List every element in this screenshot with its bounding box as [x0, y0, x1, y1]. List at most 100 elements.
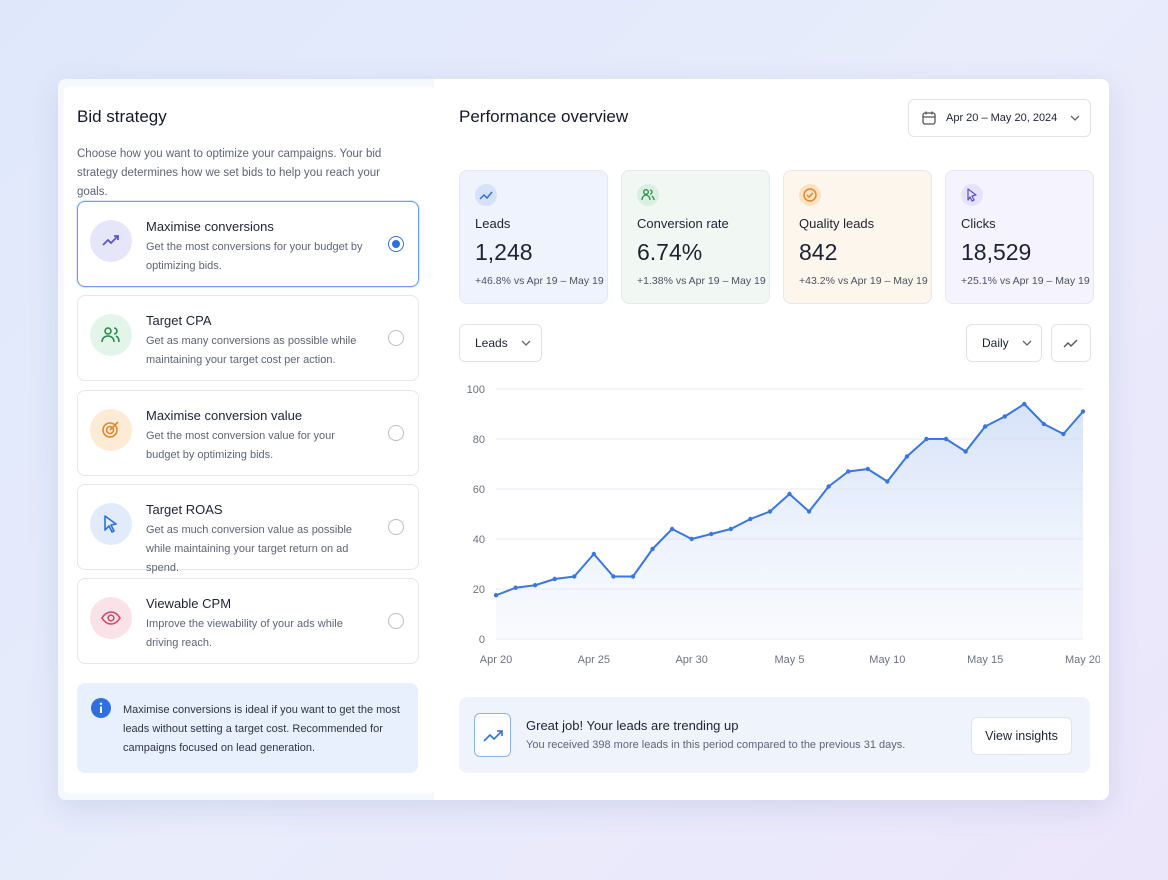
option-title: Viewable CPM [146, 596, 232, 612]
point [826, 484, 831, 489]
point [806, 509, 812, 514]
option-icon [90, 220, 132, 262]
y-tick-label: 40 [473, 534, 485, 546]
point [885, 479, 890, 484]
kpi-label: Leads [475, 216, 511, 231]
kpi-label: Quality leads [799, 216, 875, 231]
kpi-icon [475, 184, 497, 206]
point [1041, 421, 1047, 427]
kpi-change: +43.2% vs Apr 19 – May 19 [799, 275, 928, 287]
strategy-option[interactable]: Target CPA Get as many conversions as po… [77, 295, 419, 382]
point [728, 526, 733, 532]
date-range: Apr 20 – May 20, 2024 [946, 112, 1058, 124]
point [572, 574, 577, 579]
kpi-value: 6.74% [637, 239, 703, 265]
point [669, 526, 675, 532]
kpi-value: 842 [799, 239, 838, 265]
point [591, 551, 597, 557]
point [846, 469, 851, 474]
point [904, 454, 910, 459]
point [611, 574, 616, 579]
insight-title: Great job! Your leads are trending up [526, 718, 739, 733]
point [1061, 431, 1066, 437]
leads-chart: 0 20 40 60 80 100 Apr 20 Apr 25 Apr 30 May 5 May 1… [467, 384, 1100, 666]
kpi-value: 18,529 [961, 239, 1032, 265]
info-text: Maximise conversions is ideal if you wan… [123, 704, 400, 754]
x-tick-label: May 5 [775, 654, 805, 666]
kpi-change: +25.1% vs Apr 19 – May 19 [961, 275, 1090, 287]
x-tick-label: May 20 [1065, 654, 1100, 666]
option-title: Target CPA [146, 313, 212, 329]
x-tick-label: May 10 [869, 654, 905, 666]
insight-box: Great job! Your leads are trending up Yo… [459, 697, 1090, 773]
strategy-option[interactable]: Viewable CPM Improve the viewability of … [77, 578, 419, 665]
option-description: Get the most conversions for your budget… [146, 241, 363, 272]
y-tick-label: 0 [479, 634, 485, 646]
option-description: Get the most conversion value for your b… [146, 429, 335, 461]
option-description: Get as many conversions as possible whil… [146, 335, 357, 367]
kpi-card: Clicks 18,529 +25.1% vs Apr 19 – May 19 [945, 170, 1094, 304]
x-tick-label: Apr 30 [675, 654, 707, 666]
kpi-label: Conversion rate [637, 216, 729, 231]
point [865, 466, 870, 472]
metric-select[interactable]: Leads [459, 324, 542, 362]
kpi-change: +46.8% vs Apr 19 – May 19 [475, 275, 604, 287]
point [532, 583, 538, 588]
point [493, 593, 499, 598]
point [630, 574, 636, 579]
x-tick-label: Apr 20 [480, 654, 512, 666]
chevron [1070, 115, 1080, 121]
radio-button[interactable] [388, 330, 404, 347]
panel-title: Bid strategy [77, 107, 167, 126]
point [1002, 414, 1007, 419]
point [709, 531, 714, 537]
point [552, 576, 557, 582]
point [982, 424, 988, 429]
period-label: Daily [982, 336, 1009, 350]
point [1022, 401, 1027, 407]
overview-title: Performance overview [459, 107, 629, 126]
radio-button[interactable] [388, 424, 404, 441]
date-range-picker[interactable]: Apr 20 – May 20, 2024 [908, 99, 1091, 137]
insight-text: You received 398 more leads in this peri… [526, 739, 906, 751]
chart-type-button[interactable] [1051, 324, 1091, 362]
point [748, 516, 753, 522]
point [943, 436, 949, 442]
calendar-icon [922, 111, 936, 125]
period-select[interactable]: Daily [966, 324, 1042, 362]
strategy-option[interactable]: Maximise conversion value Get the most c… [77, 389, 419, 476]
point [787, 491, 792, 497]
kpi-change: +1.38% vs Apr 19 – May 19 [637, 275, 766, 287]
y-tick-label: 60 [473, 484, 485, 496]
point [924, 436, 929, 442]
radio-button[interactable] [388, 613, 404, 630]
kpi-card: Quality leads 842 +43.2% vs Apr 19 – May… [783, 170, 932, 304]
info-box: Maximise conversions is ideal if you wan… [77, 683, 418, 773]
view-insights-button[interactable]: View insights [971, 717, 1072, 755]
point [689, 536, 694, 542]
chevron [1022, 340, 1032, 346]
radio-button[interactable] [388, 518, 404, 535]
option-icon [90, 597, 132, 640]
info-icon [91, 698, 111, 718]
option-title: Target ROAS [146, 501, 223, 517]
kpi-card: Conversion rate 6.74% +1.38% vs Apr 19 –… [621, 170, 770, 304]
kpi-card: Leads 1,248 +46.8% vs Apr 19 – May 19 [459, 170, 608, 304]
x-tick-label: May 15 [967, 654, 1003, 666]
option-title: Maximise conversions [146, 219, 274, 234]
strategy-option[interactable]: Target ROAS Get as much conversion value… [77, 483, 419, 574]
option-description: Get as much conversion value as possible… [146, 523, 353, 574]
point [767, 509, 773, 514]
point [1080, 409, 1086, 414]
point [650, 546, 655, 552]
kpi-icon [799, 184, 821, 206]
insight-icon [474, 713, 511, 757]
point [513, 585, 518, 590]
option-icon [90, 314, 132, 357]
y-tick-label: 20 [473, 584, 485, 596]
option-title: Maximise conversion value [146, 407, 303, 423]
radio-button[interactable] [388, 236, 404, 252]
strategy-option[interactable]: Maximise conversions Get the most conver… [77, 201, 419, 287]
